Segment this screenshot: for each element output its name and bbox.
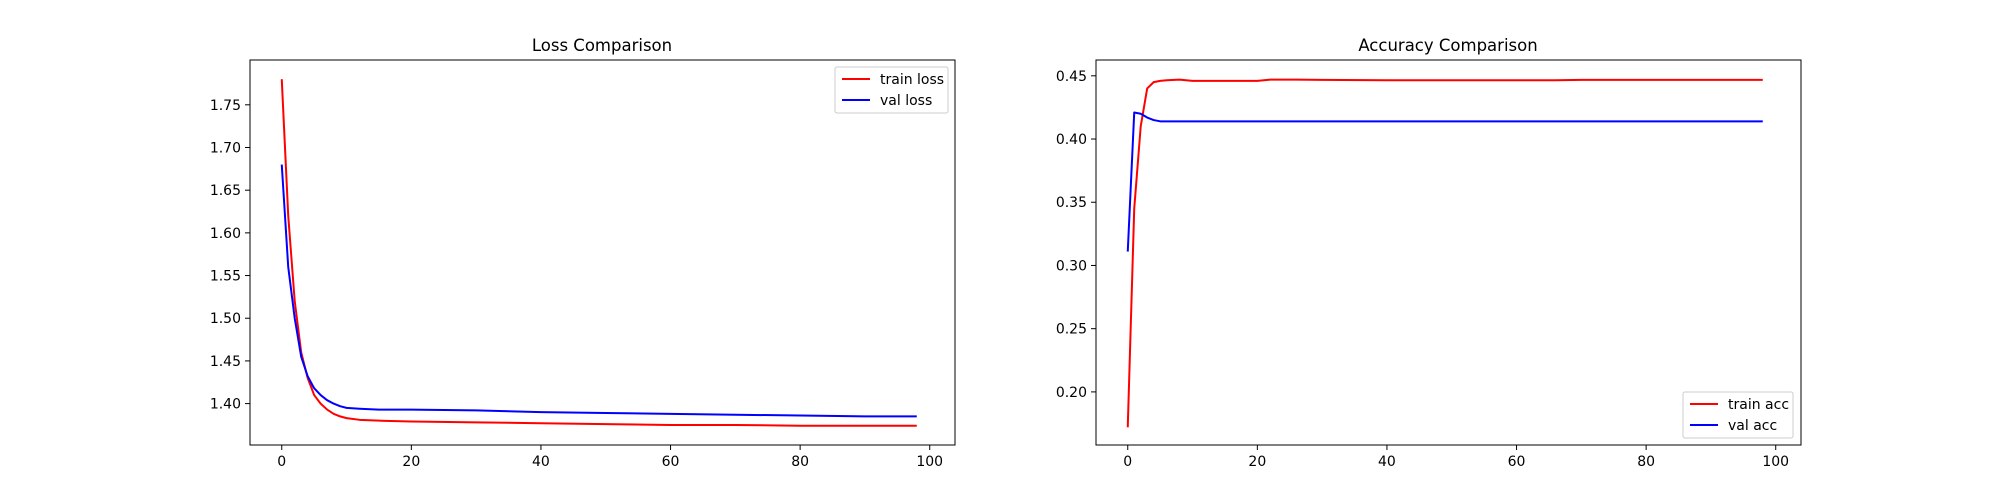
loss-val-loss-line [280, 164, 917, 418]
loss-plot-area [280, 79, 917, 427]
accuracy-x-tick-label: 100 [1762, 454, 1789, 470]
accuracy-y-tick-label: 0.20 [1056, 385, 1087, 401]
loss-y-tick-label: 1.70 [210, 141, 241, 157]
loss-legend-train-label: train loss [880, 72, 944, 88]
accuracy-val-acc-line [1126, 111, 1763, 252]
loss-x-tick-label: 60 [662, 454, 680, 470]
accuracy-axes-frame [1095, 59, 1802, 446]
accuracy-y-tick-label: 0.35 [1056, 195, 1087, 211]
accuracy-x-tick-label: 80 [1637, 454, 1655, 470]
accuracy-chart: Accuracy Comparison 0 20 40 60 80 100 0.20 0.25… [1056, 36, 1802, 470]
accuracy-plot-area [1126, 78, 1763, 428]
accuracy-legend-val-label: val acc [1728, 418, 1777, 434]
accuracy-x-tick-label: 20 [1248, 454, 1266, 470]
loss-x-tick-label: 20 [402, 454, 420, 470]
loss-y-tick-label: 1.60 [210, 226, 241, 242]
loss-x-tick-label: 40 [532, 454, 550, 470]
accuracy-y-tick-label: 0.25 [1056, 322, 1087, 338]
accuracy-y-tick-label: 0.45 [1056, 69, 1087, 85]
loss-y-tick-label: 1.55 [210, 269, 241, 285]
loss-y-tick-label: 1.75 [210, 98, 241, 114]
accuracy-train-acc-line [1126, 78, 1763, 428]
accuracy-x-tick-label: 60 [1508, 454, 1526, 470]
accuracy-ticks: 0 20 40 60 80 100 0.20 0.25 0.30 0.35 0.40 0.45 [1056, 69, 1789, 470]
accuracy-y-tick-label: 0.40 [1056, 132, 1087, 148]
accuracy-chart-title: Accuracy Comparison [1358, 36, 1537, 55]
loss-legend-val-label: val loss [880, 93, 932, 109]
accuracy-x-tick-label: 40 [1378, 454, 1396, 470]
loss-y-tick-label: 1.45 [210, 354, 241, 370]
accuracy-legend: train acc val acc [1682, 391, 1794, 439]
loss-y-tick-label: 1.40 [210, 397, 241, 413]
loss-y-tick-label: 1.50 [210, 311, 241, 327]
loss-legend: train loss val loss [834, 66, 949, 114]
loss-ticks: 0 20 40 60 80 100 1.40 1.45 1.50 1.55 1.60 1.65 1.70… [210, 98, 943, 470]
loss-axes-frame [249, 59, 956, 446]
loss-chart-title: Loss Comparison [532, 36, 672, 55]
loss-chart: Loss Comparison 0 20 40 60 80 100 1.40 1.45 1.50… [210, 36, 956, 470]
accuracy-y-tick-label: 0.30 [1056, 258, 1087, 274]
loss-y-tick-label: 1.65 [210, 183, 241, 199]
loss-x-tick-label: 0 [277, 454, 286, 470]
loss-x-tick-label: 100 [916, 454, 943, 470]
accuracy-x-tick-label: 0 [1123, 454, 1132, 470]
loss-x-tick-label: 80 [791, 454, 809, 470]
accuracy-legend-train-label: train acc [1728, 397, 1789, 413]
